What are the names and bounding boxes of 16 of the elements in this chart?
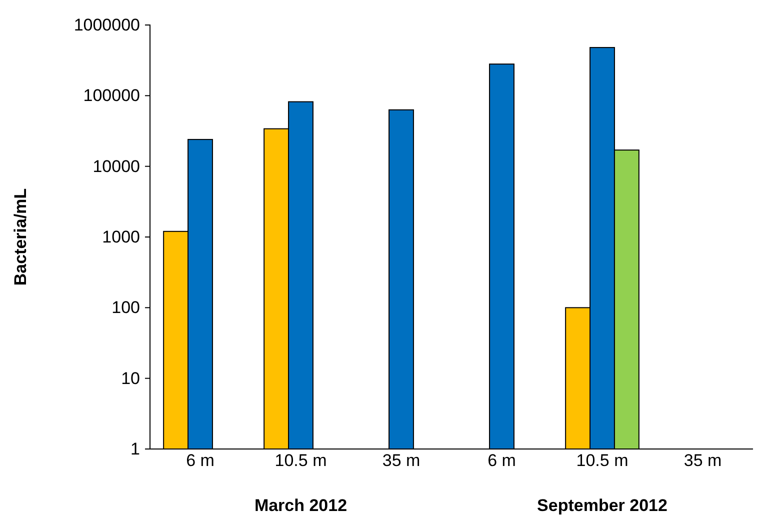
y-tick-label: 1 xyxy=(130,439,140,458)
y-tick-label: 1000000 xyxy=(74,15,140,34)
x-tick-label: 6 m xyxy=(186,451,214,470)
y-axis-title: Bacteria/mL xyxy=(11,188,30,286)
x-tick-label: 6 m xyxy=(488,451,516,470)
text: March 2012 xyxy=(254,496,348,515)
y-tick-label: 10000 xyxy=(92,156,140,176)
x-tick-label: 10.5 m xyxy=(576,451,628,470)
y-tick-label: 10 xyxy=(121,368,140,388)
y-tick-label: 1000 xyxy=(102,227,140,246)
y-tick-label: 100000 xyxy=(83,86,140,106)
x-tick-label: 10.5 m xyxy=(274,451,327,470)
text: September 2012 xyxy=(537,496,668,515)
x-tick-label: 35 m xyxy=(382,451,420,470)
y-tick-label: 100 xyxy=(112,298,140,318)
x-tick-label: 35 m xyxy=(684,451,722,470)
